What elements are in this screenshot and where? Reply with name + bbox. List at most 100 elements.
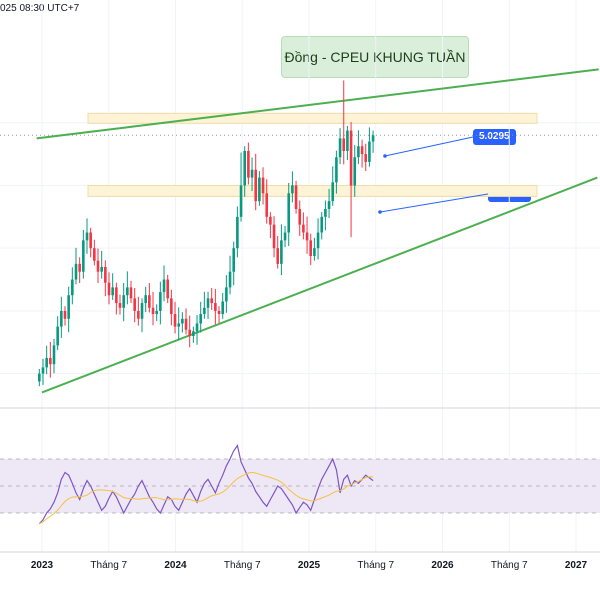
candle-body-41	[188, 329, 191, 336]
x-tick-label-6: 2026	[431, 560, 454, 571]
candle-body-77	[320, 216, 324, 233]
candle-body-89	[364, 154, 368, 162]
candle-body-28	[140, 303, 144, 319]
candle-body-19	[107, 282, 111, 296]
candle-body-46	[206, 298, 210, 308]
candle-body-58	[250, 169, 254, 178]
candle-body-29	[144, 295, 147, 304]
candle-body-60	[258, 177, 261, 202]
candle-body-65	[276, 248, 280, 264]
candle-body-91	[371, 135, 375, 142]
oscillator-ma-line	[39, 471, 374, 525]
x-tick-label-2: 2024	[164, 560, 187, 571]
candle-body-74	[309, 240, 313, 257]
candle-body-56	[243, 150, 247, 186]
candle-body-6	[60, 310, 63, 327]
candle-body-27	[137, 310, 140, 319]
x-tick-label-8: 2027	[564, 560, 588, 571]
candle-body-31	[151, 307, 155, 315]
candle-body-34	[162, 279, 166, 293]
zone-1	[87, 184, 538, 197]
chart-timestamp: 025 08:30 UTC+7	[0, 3, 80, 14]
candle-body-59	[254, 169, 258, 202]
candle-body-35	[166, 279, 169, 299]
candle-body-53	[232, 248, 236, 272]
oscillator-line	[38, 444, 374, 525]
candle-body-30	[148, 295, 151, 308]
candle-body-51	[225, 287, 228, 302]
candle-body-0	[38, 373, 41, 382]
candle-body-22	[118, 303, 122, 308]
candle-body-71	[298, 208, 302, 225]
x-tick-label-4: 2025	[297, 560, 321, 571]
candle-body-84	[346, 130, 349, 151]
x-tick-label-3: Tháng 7	[223, 560, 261, 571]
candle-body-50	[221, 301, 225, 315]
candle-body-64	[272, 224, 276, 249]
level-connector-0	[384, 136, 474, 157]
candle-body-15	[93, 248, 96, 261]
candle-body-8	[67, 295, 70, 319]
candle-body-54	[236, 216, 239, 249]
level-connector-1	[379, 193, 489, 213]
candle-body-43	[195, 323, 199, 332]
candle-body-90	[368, 141, 371, 162]
x-tick-label-0: 2023	[30, 560, 54, 571]
candle-body-62	[265, 193, 269, 217]
candle-body-37	[173, 314, 177, 327]
chart-title-annotation[interactable]: Đồng - CPEU KHUNG TUẦN	[281, 36, 469, 78]
trendline-1	[41, 176, 598, 394]
candle-body-39	[181, 318, 184, 324]
candle-body-69	[291, 185, 294, 194]
candle-body-13	[85, 232, 89, 241]
candle-body-86	[353, 157, 357, 186]
candle-body-20	[111, 287, 114, 296]
candle-body-18	[104, 267, 107, 283]
candle-body-87	[357, 146, 360, 158]
candle-body-24	[126, 287, 129, 296]
candle-body-25	[129, 287, 133, 299]
candle-body-57	[247, 150, 250, 178]
candle-body-83	[342, 138, 346, 151]
candle-body-36	[170, 298, 173, 315]
candle-body-76	[316, 232, 320, 249]
candle-body-33	[159, 292, 162, 311]
level-anchor-1	[378, 210, 382, 214]
candle-body-38	[177, 323, 180, 327]
candle-body-32	[155, 310, 158, 315]
candle-body-16	[96, 260, 100, 272]
candle-body-72	[302, 224, 305, 233]
x-tick-label-7: Tháng 7	[490, 560, 528, 571]
candle-body-88	[360, 146, 364, 155]
x-tick-label-1: Tháng 7	[90, 560, 128, 571]
candle-body-44	[199, 314, 202, 324]
candle-body-1	[41, 367, 45, 374]
candle-body-23	[122, 295, 125, 308]
candle-body-9	[71, 279, 74, 296]
candle-body-42	[192, 331, 195, 336]
candle-body-2	[45, 357, 48, 368]
candle-body-67	[283, 232, 287, 241]
candle-body-81	[335, 157, 338, 183]
trendline-0	[36, 68, 599, 140]
candle-body-45	[203, 307, 206, 315]
candle-body-40	[184, 318, 188, 330]
candle-body-80	[331, 182, 335, 202]
candle-body-85	[349, 130, 353, 186]
price-callout-upper[interactable]: 5.0295	[473, 129, 516, 145]
candle-body-68	[287, 193, 291, 233]
x-tick-label-5: Tháng 7	[357, 560, 395, 571]
zone-0	[87, 112, 538, 124]
candle-body-66	[280, 240, 283, 264]
candle-body-12	[82, 240, 85, 272]
candle-body-5	[56, 326, 59, 346]
candle-body-14	[89, 232, 92, 249]
candle-body-78	[324, 208, 327, 217]
candle-body-63	[269, 216, 272, 225]
candle-body-49	[217, 310, 221, 315]
candle-body-10	[74, 263, 78, 280]
candle-body-21	[115, 287, 118, 304]
candle-body-52	[228, 271, 232, 288]
candle-body-17	[100, 267, 103, 272]
